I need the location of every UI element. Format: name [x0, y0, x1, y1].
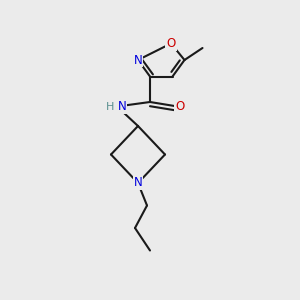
- Text: H: H: [106, 101, 115, 112]
- Text: O: O: [176, 100, 184, 113]
- Text: N: N: [117, 100, 126, 113]
- Text: N: N: [134, 53, 142, 67]
- Text: O: O: [167, 37, 176, 50]
- Text: N: N: [134, 176, 142, 190]
